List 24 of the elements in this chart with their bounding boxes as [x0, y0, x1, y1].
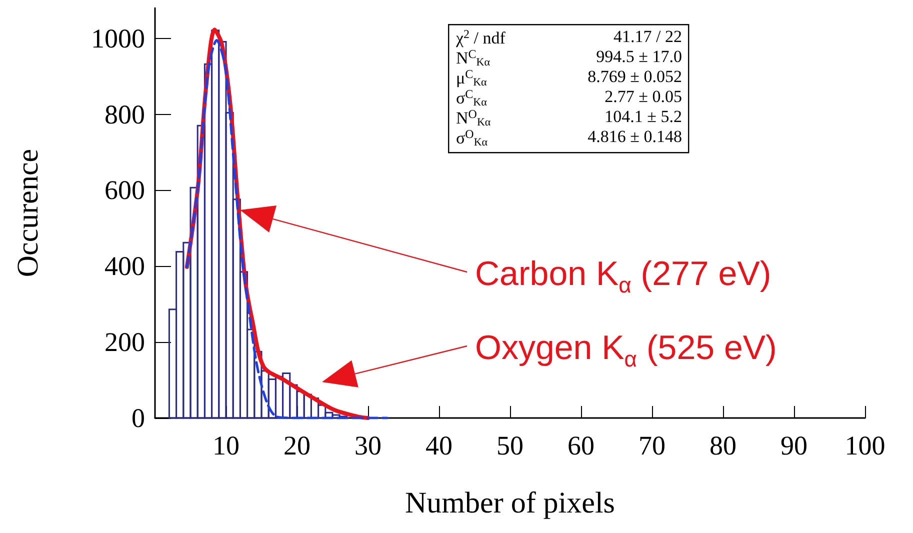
x-tick-label: 10 — [212, 430, 240, 460]
annotation: 104.1 ± 5.2 — [604, 107, 682, 126]
y-axis-title: Occurence — [12, 148, 44, 278]
x-tick-label: 80 — [710, 430, 736, 460]
annotation: 41.17 / 22 — [614, 27, 682, 46]
x-tick-label: 100 — [844, 430, 886, 460]
x-tick-label: 90 — [780, 430, 808, 460]
annotation: 994.5 ± 17.0 — [596, 47, 682, 66]
annotation: 2.77 ± 0.05 — [604, 87, 682, 106]
x-tick-label: 60 — [568, 430, 594, 460]
x-tick-label: 40 — [426, 430, 452, 460]
y-tick-label: 800 — [104, 99, 145, 130]
y-tick-label: 400 — [104, 251, 145, 282]
x-tick-label: 50 — [496, 430, 524, 460]
annotation: 8.769 ± 0.052 — [588, 67, 682, 86]
x-tick-label: 30 — [354, 430, 382, 460]
annotation: 4.816 ± 0.148 — [588, 127, 682, 146]
x-tick-label: 70 — [638, 430, 666, 460]
y-tick-label: 600 — [104, 175, 145, 206]
y-tick-label: 1000 — [91, 23, 145, 54]
x-tick-label: 20 — [284, 430, 310, 460]
x-axis-title: Number of pixels — [405, 486, 615, 520]
y-tick-label: 200 — [104, 327, 145, 358]
y-tick-label: 0 — [132, 403, 145, 433]
